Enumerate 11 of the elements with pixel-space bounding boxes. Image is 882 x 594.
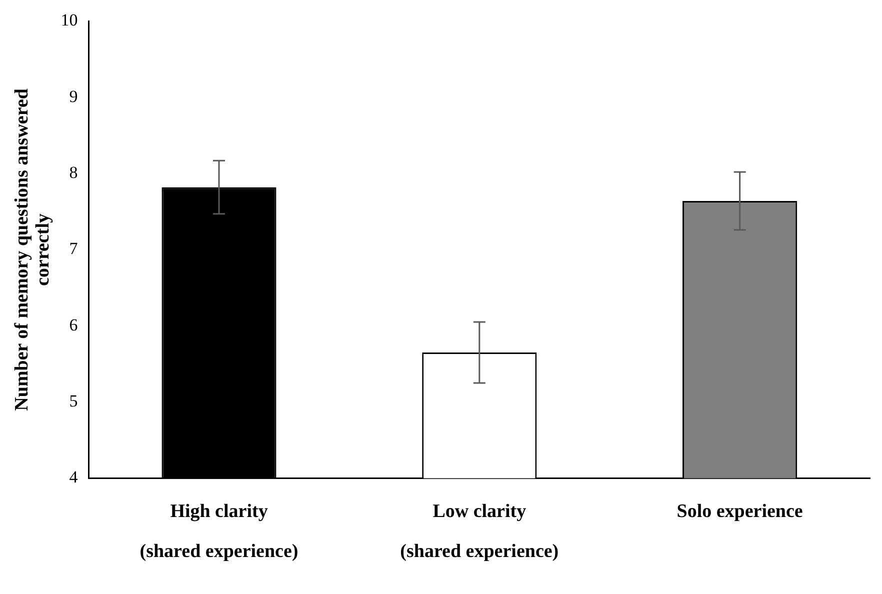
- y-tick-label: 10: [60, 10, 78, 30]
- x-tick-label: Solo experience: [676, 501, 803, 522]
- y-tick-label: 6: [69, 315, 78, 334]
- y-tick-label: 4: [69, 468, 78, 487]
- y-tick-label: 5: [69, 392, 78, 410]
- x-tick-label: High clarity (shared experience): [140, 501, 298, 562]
- y-tick-label: 8: [69, 163, 78, 182]
- x-tick-label: Low clarity (shared experience): [400, 501, 559, 562]
- y-axis-title: Number of memory questions answered correctly: [11, 88, 54, 411]
- y-tick-label: 9: [69, 86, 78, 106]
- y-tick-label: 7: [69, 239, 78, 258]
